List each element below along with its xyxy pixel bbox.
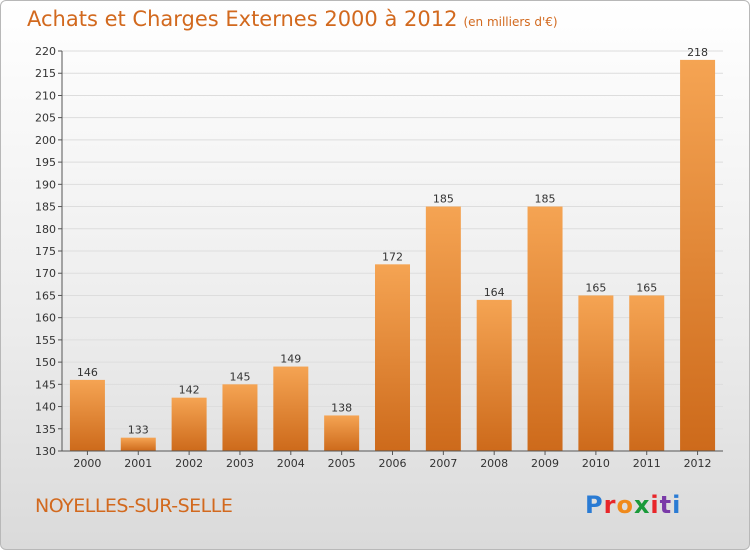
bar-2007 (425, 206, 461, 451)
y-tick-label: 220 (35, 45, 56, 58)
logo-letter: r (603, 491, 617, 519)
x-tick-label-2009: 2009 (531, 457, 559, 470)
bar-2005 (324, 415, 360, 451)
logo-letter: x (633, 491, 651, 519)
y-tick-label: 160 (35, 312, 56, 325)
y-tick-label: 210 (35, 89, 56, 102)
x-tick-label-2002: 2002 (175, 457, 203, 470)
y-tick-label: 140 (35, 401, 56, 414)
x-tick-label-2011: 2011 (633, 457, 661, 470)
value-label-2012: 218 (687, 46, 708, 59)
value-label-2007: 185 (433, 193, 454, 206)
x-tick-label-2010: 2010 (582, 457, 610, 470)
bar-2000 (69, 379, 105, 451)
logo-letter: t (659, 491, 673, 519)
logo-letter: i (650, 491, 660, 519)
bar-2009 (527, 206, 563, 451)
x-tick-label-2001: 2001 (124, 457, 152, 470)
y-tick-label: 170 (35, 267, 56, 280)
y-tick-label: 185 (35, 201, 56, 214)
y-tick-label: 200 (35, 134, 56, 147)
y-tick-label: 195 (35, 156, 56, 169)
logo-letter: i (672, 491, 682, 519)
bar-2011 (629, 295, 665, 451)
value-label-2009: 185 (535, 193, 556, 206)
chart-unit: (en milliers d'€) (463, 15, 558, 29)
x-tick-label-2007: 2007 (429, 457, 457, 470)
x-tick-label-2012: 2012 (684, 457, 712, 470)
bar-2003 (222, 384, 258, 451)
x-tick-label-2004: 2004 (277, 457, 305, 470)
bar-2006 (375, 264, 410, 451)
y-tick-label: 165 (35, 289, 56, 302)
x-tick-label-2005: 2005 (328, 457, 356, 470)
y-tick-label: 205 (35, 112, 56, 125)
value-label-2010: 165 (585, 281, 606, 294)
value-label-2011: 165 (636, 281, 657, 294)
bar-2004 (273, 366, 309, 451)
y-tick-label: 145 (35, 378, 56, 391)
x-tick-label-2000: 2000 (73, 457, 101, 470)
logo-letter: P (585, 491, 604, 519)
location-label: NOYELLES-SUR-SELLE (35, 495, 233, 517)
value-label-2001: 133 (128, 424, 149, 437)
value-label-2002: 142 (179, 384, 200, 397)
y-tick-label: 175 (35, 245, 56, 258)
bar-2008 (476, 299, 512, 451)
x-tick-label-2006: 2006 (379, 457, 407, 470)
bar-2001 (120, 437, 156, 451)
y-tick-label: 155 (35, 334, 56, 347)
y-tick-label: 135 (35, 423, 56, 436)
x-tick-label-2008: 2008 (480, 457, 508, 470)
value-label-2005: 138 (331, 401, 352, 414)
bar-2002 (171, 397, 207, 451)
chart-title-text: Achats et Charges Externes 2000 à 2012 (27, 7, 458, 31)
value-label-2003: 145 (229, 370, 250, 383)
bar-2010 (578, 295, 614, 451)
y-tick-label: 215 (35, 67, 56, 80)
y-tick-label: 150 (35, 356, 56, 369)
bar-2012 (680, 59, 716, 452)
value-label-2004: 149 (280, 353, 301, 366)
y-tick-label: 180 (35, 223, 56, 236)
chart-title: Achats et Charges Externes 2000 à 2012 (e… (27, 7, 558, 31)
x-tick-label-2003: 2003 (226, 457, 254, 470)
y-tick-label: 130 (35, 445, 56, 458)
logo-letter: o (616, 491, 634, 519)
value-label-2008: 164 (484, 286, 505, 299)
proxiti-logo: Proxiti (585, 491, 681, 519)
y-tick-label: 190 (35, 178, 56, 191)
value-label-2000: 146 (77, 366, 98, 379)
value-label-2006: 172 (382, 250, 403, 263)
